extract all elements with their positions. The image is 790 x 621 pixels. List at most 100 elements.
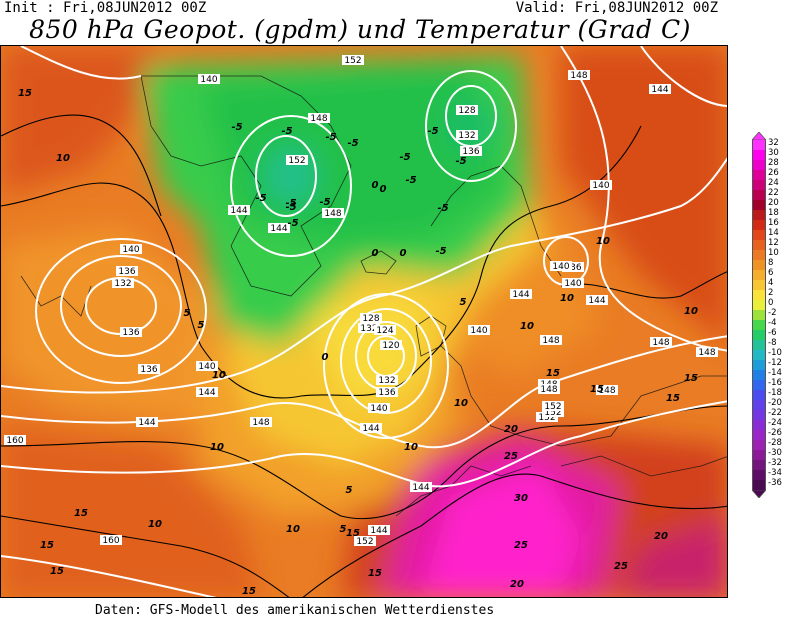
scale-swatch	[752, 220, 766, 230]
temperature-label: -5	[255, 193, 266, 204]
geopotential-label-box	[368, 525, 390, 535]
geopotential-label: 144	[370, 526, 387, 536]
scale-label: -28	[768, 438, 782, 448]
temperature-label: 5	[340, 524, 347, 535]
map-title: 850 hPa Geopot. (gpdm) und Temperatur (G…	[29, 15, 691, 44]
geopotential-label: 148	[540, 385, 557, 395]
scale-swatch	[752, 370, 766, 380]
geopotential-label: 152	[344, 56, 361, 66]
temperature-label: 10	[286, 524, 300, 535]
geopotential-label: 128	[458, 106, 475, 116]
scale-label: -18	[768, 388, 782, 398]
temperature-label: 25	[514, 540, 528, 551]
geopotential-label-box	[468, 325, 490, 335]
geopotential-label: 144	[138, 418, 155, 428]
temperature-label: 15	[666, 393, 680, 404]
scale-label: -12	[768, 358, 782, 368]
geopotential-label: 144	[270, 224, 287, 234]
geopotential-label: 160	[6, 436, 23, 446]
temperature-label: -5	[455, 156, 466, 167]
temperature-label: 5	[184, 308, 191, 319]
geopotential-label: 132	[458, 131, 475, 141]
temperature-label: 15	[590, 384, 604, 395]
data-source: Daten: GFS-Modell des amerikanischen Wet…	[95, 603, 495, 618]
temperature-label: 0	[322, 352, 329, 363]
geopotential-label-box	[590, 180, 612, 190]
geopotential-label-box	[116, 266, 138, 276]
geopotential-label: 140	[122, 245, 139, 255]
geopotential-label: 140	[592, 181, 609, 191]
scale-label: 2	[768, 288, 774, 298]
geopotential-label-box	[196, 387, 218, 397]
temperature-label: 20	[504, 424, 518, 435]
temperature-label: 10	[454, 398, 468, 409]
geopotential-label-box	[586, 295, 608, 305]
geopotential-label-box	[136, 417, 158, 427]
geopotential-label: 132	[114, 279, 131, 289]
scale-swatch	[752, 290, 766, 300]
geopotential-label-box	[538, 384, 560, 394]
temperature-label: 15	[242, 586, 256, 597]
scale-label: -2	[768, 308, 777, 318]
geopotential-label: 144	[198, 388, 215, 398]
geopotential-label-box	[456, 130, 478, 140]
scale-label: 28	[768, 158, 779, 168]
temperature-label: -5	[319, 197, 330, 208]
scale-label: 16	[768, 218, 779, 228]
scale-swatch	[752, 400, 766, 410]
geopotential-label-box	[250, 417, 272, 427]
geopotential-label: 132	[360, 324, 377, 334]
scale-swatch	[752, 380, 766, 390]
temperature-label: 15	[50, 566, 64, 577]
geopotential-label: 128	[362, 314, 379, 324]
scale-label: -6	[768, 328, 777, 338]
scale-swatch	[752, 310, 766, 320]
scale-label: -14	[768, 368, 782, 378]
geopotential-label-box	[358, 323, 380, 333]
scale-swatch	[752, 230, 766, 240]
geopotential-label-box	[410, 482, 432, 492]
weather-map: 140 152 148 128 132 136 148 144 152 148 144 144 140 1…	[0, 45, 728, 598]
scale-arrow-up	[752, 132, 766, 140]
scale-label: -4	[768, 318, 777, 328]
init-time: Init : Fri,08JUN2012 00Z	[4, 0, 207, 16]
geopotential-label: 140	[200, 75, 217, 85]
scale-label: 20	[768, 198, 779, 208]
geopotential-label-box	[322, 208, 344, 218]
scale-swatch	[752, 270, 766, 280]
geopotential-label-box	[4, 435, 26, 445]
scale-swatch	[752, 390, 766, 400]
geopotential-label-box	[650, 337, 672, 347]
scale-swatch	[752, 300, 766, 310]
scale-label: 6	[768, 268, 774, 278]
temperature-label: 10	[520, 321, 534, 332]
scale-label: -16	[768, 378, 782, 388]
geopotential-label-box	[550, 261, 572, 271]
scale-label: -32	[768, 458, 782, 468]
scale-swatch	[752, 260, 766, 270]
geopotential-label-box	[460, 146, 482, 156]
geopotential-label: 160	[102, 536, 119, 546]
geopotential-label: 136	[564, 263, 581, 273]
geopotential-label-box	[510, 289, 532, 299]
temperature-label: -5	[285, 198, 296, 209]
temperature-label: -5	[399, 152, 410, 163]
geopotential-label-box	[198, 74, 220, 84]
scale-label: -24	[768, 418, 782, 428]
geopotential-label: 148	[652, 338, 669, 348]
geopotential-label: 140	[198, 362, 215, 372]
scale-label: 12	[768, 238, 779, 248]
geopotential-label: 152	[538, 413, 555, 423]
geopotential-label-box	[540, 335, 562, 345]
geopotential-label: 144	[230, 206, 247, 216]
geopotential-label: 152	[544, 408, 561, 418]
temperature-label: 20	[510, 579, 524, 590]
scale-label: 30	[768, 148, 779, 158]
scale-swatch	[752, 140, 766, 150]
scale-swatch	[752, 470, 766, 480]
temperature-label: -5	[281, 126, 292, 137]
scale-swatch	[752, 410, 766, 420]
geopotential-label-box	[376, 375, 398, 385]
geopotential-label-box	[542, 401, 564, 411]
temperature-label: 5	[198, 320, 205, 331]
